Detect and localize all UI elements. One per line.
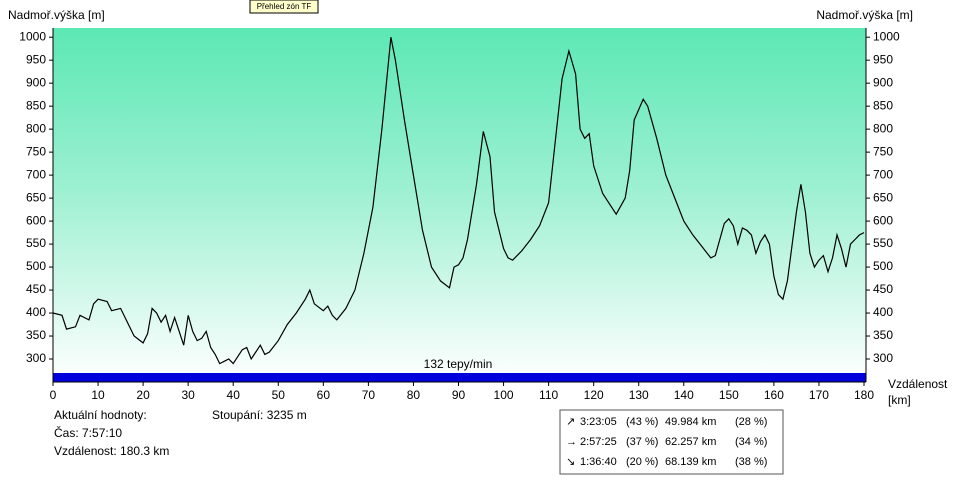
summary-box bbox=[559, 409, 784, 475]
summary-cell: (43 %) bbox=[626, 416, 658, 428]
x-tick-label: 110 bbox=[539, 388, 558, 402]
x-tick-label: 170 bbox=[809, 388, 829, 402]
x-tick-label: 50 bbox=[272, 388, 286, 402]
y-tick-label: 950 bbox=[26, 52, 46, 66]
summary-cell: (38 %) bbox=[735, 456, 767, 468]
info-distance: Vzdálenost: 180.3 km bbox=[54, 444, 169, 458]
summary-cell: (37 %) bbox=[626, 436, 658, 448]
y2-tick-label: 400 bbox=[873, 305, 893, 319]
summary-cell: (34 %) bbox=[735, 436, 767, 448]
y-tick-label: 550 bbox=[26, 236, 46, 250]
summary-cell: → bbox=[566, 436, 577, 448]
y-tick-label: 700 bbox=[26, 167, 46, 181]
x-tick-label: 20 bbox=[136, 388, 150, 402]
zone-button-label[interactable]: Přehled zón TF bbox=[257, 2, 312, 11]
y2-tick-label: 700 bbox=[873, 167, 893, 181]
summary-cell: (28 %) bbox=[735, 416, 767, 428]
x-tick-label: 150 bbox=[719, 388, 739, 402]
zone-button[interactable] bbox=[249, 0, 319, 14]
y2-tick-label: 650 bbox=[873, 190, 893, 204]
y-tick-label: 900 bbox=[26, 75, 46, 89]
zone-bar bbox=[53, 373, 866, 382]
x-tick-label: 70 bbox=[362, 388, 376, 402]
y-tick-label: 350 bbox=[26, 328, 46, 342]
y-tick-label: 1000 bbox=[19, 29, 46, 43]
x-tick-label: 10 bbox=[91, 388, 105, 402]
summary-cell: 49.984 km bbox=[665, 416, 716, 428]
summary-cell: 62.257 km bbox=[665, 436, 716, 448]
summary-cell: 2:57:25 bbox=[580, 436, 617, 448]
info-time: Čas: 7:57:10 bbox=[54, 425, 122, 440]
summary-cell: 1:36:40 bbox=[580, 456, 617, 468]
x-tick-label: 30 bbox=[181, 388, 195, 402]
x-tick-label: 40 bbox=[227, 388, 241, 402]
y2-tick-label: 450 bbox=[873, 282, 893, 296]
x-axis-label: Vzdálenost bbox=[888, 377, 948, 391]
y-tick-label: 750 bbox=[26, 144, 46, 158]
y-tick-label: 850 bbox=[26, 98, 46, 112]
x-tick-label: 60 bbox=[317, 388, 331, 402]
x-tick-label: 80 bbox=[407, 388, 421, 402]
y-tick-label: 400 bbox=[26, 305, 46, 319]
x-tick-label: 120 bbox=[584, 388, 604, 402]
summary-cell: ↘ bbox=[566, 456, 575, 468]
y2-tick-label: 900 bbox=[873, 75, 893, 89]
info-heading: Aktuální hodnoty: bbox=[54, 408, 147, 422]
y2-tick-label: 550 bbox=[873, 236, 893, 250]
plot-area bbox=[53, 28, 866, 382]
y2-tick-label: 600 bbox=[873, 213, 893, 227]
y-tick-label: 500 bbox=[26, 259, 46, 273]
x-tick-label: 180 bbox=[854, 388, 874, 402]
x-tick-label: 130 bbox=[629, 388, 649, 402]
zone-label: 132 tepy/min bbox=[424, 357, 493, 371]
y-tick-label: 300 bbox=[26, 351, 46, 365]
y-tick-label: 650 bbox=[26, 190, 46, 204]
x-tick-label: 160 bbox=[764, 388, 784, 402]
summary-cell: (20 %) bbox=[626, 456, 658, 468]
summary-cell: 68.139 km bbox=[665, 456, 716, 468]
y-tick-label: 600 bbox=[26, 213, 46, 227]
y2-tick-label: 300 bbox=[873, 351, 893, 365]
y2-axis-label: Nadmoř.výška [m] bbox=[816, 8, 913, 22]
y2-tick-label: 750 bbox=[873, 144, 893, 158]
y2-tick-label: 850 bbox=[873, 98, 893, 112]
x-tick-label: 100 bbox=[494, 388, 514, 402]
y2-tick-label: 350 bbox=[873, 328, 893, 342]
y2-tick-label: 500 bbox=[873, 259, 893, 273]
y2-tick-label: 1000 bbox=[873, 29, 900, 43]
y2-tick-label: 950 bbox=[873, 52, 893, 66]
y2-tick-label: 800 bbox=[873, 121, 893, 135]
x-tick-label: 0 bbox=[50, 388, 57, 402]
y-axis-label: Nadmoř.výška [m] bbox=[8, 8, 105, 22]
summary-cell: ↗ bbox=[566, 416, 575, 428]
x-tick-label: 140 bbox=[674, 388, 694, 402]
info-climb: Stoupání: 3235 m bbox=[212, 408, 307, 422]
y-tick-label: 800 bbox=[26, 121, 46, 135]
x-tick-label: 90 bbox=[452, 388, 466, 402]
y-tick-label: 450 bbox=[26, 282, 46, 296]
summary-cell: 3:23:05 bbox=[580, 416, 617, 428]
elevation-line bbox=[52, 37, 865, 365]
x-axis-unit: [km] bbox=[888, 393, 911, 407]
